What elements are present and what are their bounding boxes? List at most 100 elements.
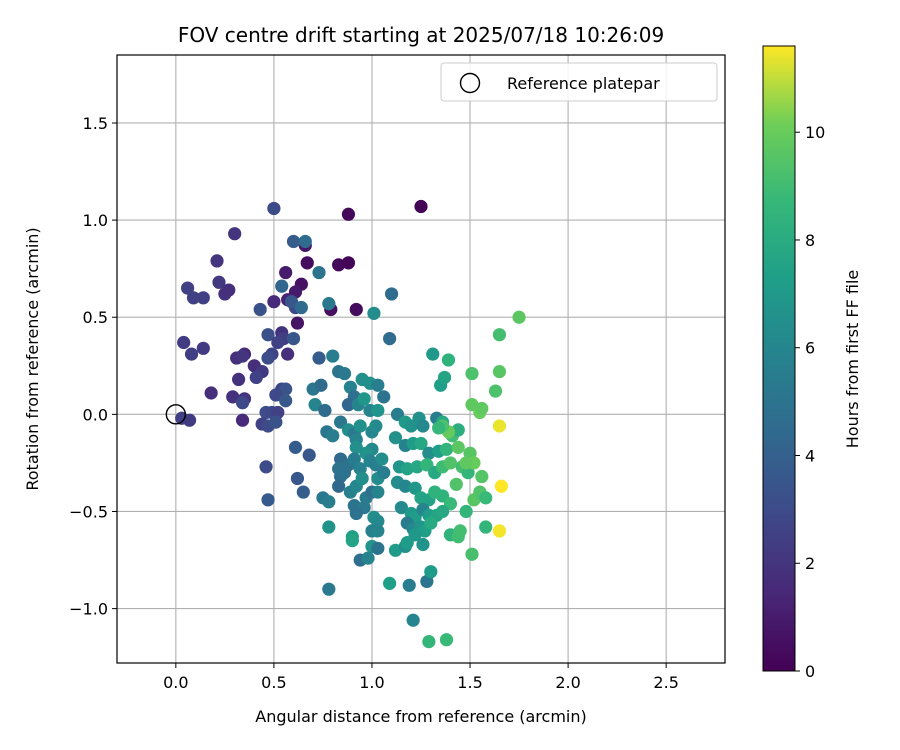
plot-frame xyxy=(116,54,726,664)
data-point xyxy=(408,481,422,495)
data-point xyxy=(377,466,391,480)
data-point xyxy=(449,477,463,491)
data-point xyxy=(416,419,430,433)
data-point xyxy=(479,520,493,534)
data-point xyxy=(394,501,408,515)
data-point xyxy=(349,302,363,317)
data-point xyxy=(281,347,295,361)
data-point xyxy=(443,456,458,470)
data-point xyxy=(347,452,361,466)
data-point xyxy=(279,265,293,280)
data-point xyxy=(367,306,381,320)
data-point xyxy=(512,310,526,324)
x-tick-label: 0.5 xyxy=(261,673,286,692)
data-point xyxy=(267,201,281,216)
data-point xyxy=(475,469,489,484)
colorbar-tick-label: 2 xyxy=(805,554,815,573)
data-point xyxy=(326,349,340,363)
data-point xyxy=(406,613,420,627)
y-tick-label: 1.5 xyxy=(83,114,108,133)
data-point xyxy=(308,398,322,412)
data-point xyxy=(182,413,197,427)
data-point xyxy=(314,378,328,392)
x-axis-label: Angular distance from reference (arcmin) xyxy=(255,707,586,726)
data-point xyxy=(337,366,352,381)
data-point xyxy=(235,349,250,363)
data-point xyxy=(284,295,299,309)
data-point xyxy=(400,462,414,476)
data-point xyxy=(437,370,452,385)
data-point xyxy=(422,446,436,460)
data-point xyxy=(426,347,440,361)
data-point xyxy=(349,440,363,454)
x-tick-label: 0.0 xyxy=(163,673,188,692)
data-point xyxy=(286,332,301,346)
y-ticks: −1.0 −0.5 0.0 0.5 1.0 1.5 xyxy=(69,114,117,619)
data-point xyxy=(371,485,385,499)
data-point xyxy=(416,537,430,552)
data-point xyxy=(337,466,352,480)
data-points xyxy=(175,199,526,649)
y-axis-label: Rotation from reference (arcmin) xyxy=(23,227,42,490)
colorbar-tick-label: 4 xyxy=(805,446,815,465)
legend-box xyxy=(440,62,718,102)
data-point xyxy=(424,516,438,530)
data-point xyxy=(422,635,436,649)
data-point xyxy=(261,328,275,342)
data-point xyxy=(259,460,273,474)
data-point xyxy=(294,300,308,315)
data-point xyxy=(253,302,267,317)
data-point xyxy=(232,372,246,386)
x-tick-label: 2.5 xyxy=(653,673,678,692)
data-point xyxy=(312,351,326,365)
data-point xyxy=(459,504,473,519)
chart-title: FOV centre drift starting at 2025/07/18 … xyxy=(178,23,664,47)
data-point xyxy=(371,514,385,528)
data-point xyxy=(341,207,356,221)
data-point xyxy=(286,234,301,249)
data-point xyxy=(465,366,479,381)
data-point xyxy=(451,423,465,437)
data-point xyxy=(492,328,507,342)
data-point xyxy=(410,460,424,474)
data-point xyxy=(275,279,289,293)
data-point xyxy=(492,365,507,379)
data-point xyxy=(196,291,210,305)
colorbar-tick-label: 0 xyxy=(805,662,815,681)
x-tick-label: 1.5 xyxy=(457,673,482,692)
data-point xyxy=(212,275,226,289)
data-point xyxy=(488,384,503,398)
data-point xyxy=(441,353,456,367)
data-point xyxy=(414,436,428,451)
data-point xyxy=(453,524,467,538)
data-point xyxy=(290,471,305,486)
data-point xyxy=(332,479,346,493)
data-point xyxy=(475,401,489,416)
data-point xyxy=(322,297,336,311)
legend-marker-reference xyxy=(459,72,481,94)
data-point xyxy=(235,413,250,427)
data-point xyxy=(177,335,191,350)
data-point xyxy=(349,506,363,521)
legend: Reference platepar xyxy=(440,62,718,102)
data-point xyxy=(345,534,359,548)
legend-label-reference: Reference platepar xyxy=(507,74,660,93)
data-point xyxy=(341,398,356,412)
x-tick-label: 2.0 xyxy=(555,673,580,692)
data-point xyxy=(235,396,250,410)
data-point xyxy=(371,541,385,555)
data-point xyxy=(341,256,356,270)
data-point xyxy=(261,351,275,365)
data-point xyxy=(357,392,371,406)
data-point xyxy=(181,281,195,295)
data-point xyxy=(375,452,389,466)
data-point xyxy=(492,524,507,538)
data-point xyxy=(322,520,336,534)
x-tick-label: 1.0 xyxy=(359,673,384,692)
colorbar-ticks: 0 2 4 6 8 10 xyxy=(795,123,825,681)
y-tick-label: −1.0 xyxy=(69,600,108,619)
colorbar-gradient xyxy=(762,45,796,672)
colorbar-tick-label: 10 xyxy=(805,123,825,142)
data-point xyxy=(383,332,397,346)
